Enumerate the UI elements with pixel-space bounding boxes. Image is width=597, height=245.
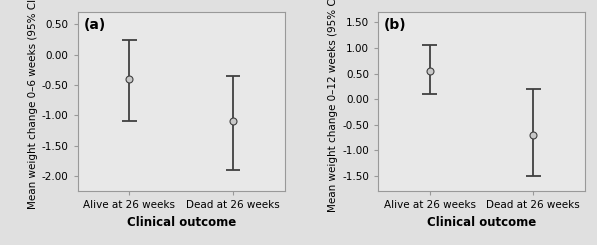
- X-axis label: Clinical outcome: Clinical outcome: [127, 216, 236, 229]
- Text: (b): (b): [384, 18, 407, 32]
- Y-axis label: Mean weight change 0–12 weeks (95% CI): Mean weight change 0–12 weeks (95% CI): [328, 0, 338, 212]
- X-axis label: Clinical outcome: Clinical outcome: [427, 216, 536, 229]
- Y-axis label: Mean weight change 0–6 weeks (95% CI): Mean weight change 0–6 weeks (95% CI): [27, 0, 38, 209]
- Text: (a): (a): [84, 18, 106, 32]
